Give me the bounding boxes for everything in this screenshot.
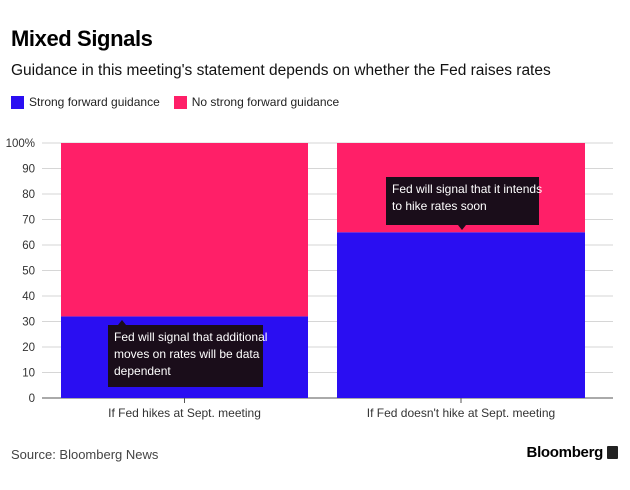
legend: Strong forward guidance No strong forwar… <box>11 95 353 109</box>
stacked-bar-chart: 0 10 20 30 40 50 60 70 80 90 100% If Fed hikes at S… <box>6 138 613 420</box>
annotation-text: to hike rates soon <box>392 199 487 213</box>
bloomberg-logo-icon <box>607 446 618 459</box>
annotation-text: dependent <box>114 364 171 378</box>
annotation-text: Fed will signal that additional <box>114 330 267 344</box>
legend-label-no-strong: No strong forward guidance <box>191 95 340 109</box>
annotation-box <box>108 325 263 387</box>
y-tick-label: 10 <box>22 368 35 380</box>
y-tick-label: 80 <box>22 189 35 201</box>
annotation-pointer <box>118 320 126 325</box>
y-tick-label: 40 <box>22 291 35 303</box>
annotation-box <box>386 177 539 225</box>
legend-swatch-no-strong <box>173 95 187 109</box>
annotation-text: Fed will signal that it intends <box>392 182 542 196</box>
bar-segment-no-strong <box>61 143 308 317</box>
y-tick-label: 20 <box>22 342 35 354</box>
y-tick-label: 0 <box>29 393 35 405</box>
bar-segment-strong <box>337 232 585 398</box>
y-tick-label: 30 <box>22 317 35 329</box>
y-tick-label: 90 <box>22 164 35 176</box>
brand-logo: Bloomberg <box>527 444 618 461</box>
annotation-text: moves on rates will be data <box>114 347 260 361</box>
legend-item-no-strong: No strong forward guidance <box>173 95 340 109</box>
source-note: Source: Bloomberg News <box>11 447 159 462</box>
annotation-pointer <box>458 225 466 230</box>
chart-title: Mixed Signals <box>11 26 153 51</box>
brand-name: Bloomberg <box>526 444 604 461</box>
legend-label-strong: Strong forward guidance <box>29 95 160 109</box>
y-tick-label: 70 <box>22 215 35 227</box>
x-tick-label: If Fed hikes at Sept. meeting <box>108 406 261 420</box>
y-tick-label: 60 <box>22 240 35 252</box>
y-tick-label: 100% <box>6 138 35 150</box>
legend-item-strong: Strong forward guidance <box>11 95 160 109</box>
x-tick-label: If Fed doesn't hike at Sept. meeting <box>367 406 555 420</box>
chart-subtitle: Guidance in this meeting's statement dep… <box>11 62 551 79</box>
legend-swatch-strong <box>11 95 24 109</box>
y-tick-label: 50 <box>22 266 35 278</box>
